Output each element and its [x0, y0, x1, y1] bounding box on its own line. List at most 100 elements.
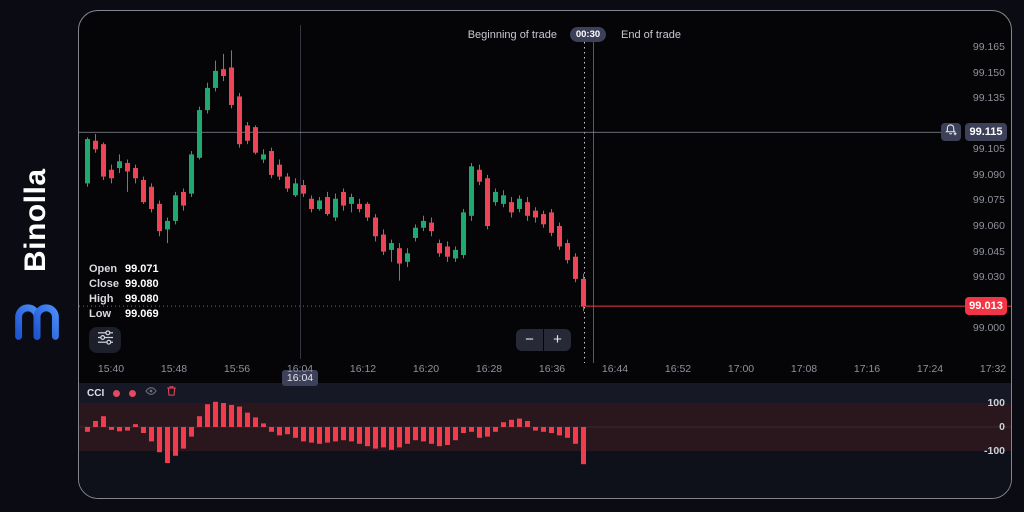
candle — [349, 197, 354, 204]
candle — [517, 198, 522, 209]
cci-bar — [541, 427, 546, 432]
indicator-lower-area — [79, 451, 1011, 498]
cci-bar — [181, 427, 186, 449]
candle — [533, 210, 538, 218]
cci-bar — [445, 427, 450, 445]
cci-bar — [93, 421, 98, 427]
indicator-visibility-button[interactable] — [145, 384, 157, 402]
candle — [541, 214, 546, 225]
cci-bar — [453, 427, 458, 441]
cci-bar — [501, 422, 506, 427]
cci-bar — [269, 427, 274, 432]
candle — [285, 176, 290, 189]
zoom-out-button[interactable]: − — [516, 329, 543, 351]
candle — [309, 198, 314, 209]
candle — [197, 110, 202, 158]
cci-bar — [573, 427, 578, 444]
high-value: 99.080 — [125, 293, 159, 305]
low-value: 99.069 — [125, 308, 159, 320]
cci-bar — [309, 427, 314, 443]
cci-bar — [461, 427, 466, 433]
cci-bar — [517, 418, 522, 427]
ohlc-high-row: High 99.080 — [89, 292, 159, 307]
ohlc-close-row: Close 99.080 — [89, 277, 159, 292]
cci-bar — [141, 427, 146, 433]
cci-bar — [293, 427, 298, 438]
binolla-logo-icon — [14, 296, 60, 345]
indicator-header: CCI — [87, 383, 177, 403]
cci-bar — [333, 427, 338, 442]
candle — [405, 253, 410, 262]
cci-bar — [133, 424, 138, 427]
beginning-of-trade-label: Beginning of trade — [467, 29, 557, 41]
indicator-header-strip — [79, 383, 1011, 403]
cci-bar — [261, 423, 266, 427]
candle — [445, 246, 450, 257]
candle — [165, 220, 170, 230]
candle — [453, 249, 458, 259]
cci-bar — [245, 412, 250, 427]
indicator-color-dot-1[interactable] — [113, 389, 121, 397]
candle — [421, 220, 426, 228]
candle — [213, 70, 218, 88]
cci-bar — [341, 427, 346, 441]
chart-panel: Beginning of trade 00:30 End of trade Op… — [78, 10, 1012, 499]
cci-bar — [557, 427, 562, 436]
candle — [317, 200, 322, 209]
cci-bar — [581, 427, 586, 465]
cci-bar — [533, 427, 538, 431]
candle — [581, 278, 586, 307]
ohlc-low-row: Low 99.069 — [89, 307, 159, 322]
cci-bar — [493, 427, 498, 432]
cci-bar — [229, 404, 234, 427]
candle — [429, 222, 434, 232]
cci-bar — [365, 427, 370, 447]
candle — [485, 178, 490, 227]
brand-name: Binolla — [19, 168, 52, 272]
open-label: Open — [89, 263, 118, 275]
candle — [413, 227, 418, 238]
chart-settings-button[interactable] — [89, 327, 121, 353]
candle — [173, 195, 178, 221]
candle — [397, 248, 402, 264]
candle — [501, 195, 506, 204]
cci-bar — [349, 427, 354, 442]
cci-bar — [485, 427, 490, 437]
cci-bar — [405, 427, 410, 444]
zoom-in-button[interactable]: + — [544, 329, 571, 351]
cci-bar — [189, 427, 194, 437]
candle — [237, 96, 242, 145]
cci-bar — [469, 427, 474, 432]
cci-bar — [277, 427, 282, 436]
candle — [333, 198, 338, 218]
candle — [557, 226, 562, 247]
candle — [437, 243, 442, 254]
high-label: High — [89, 293, 114, 305]
cci-bar — [149, 427, 154, 442]
price-chart-canvas[interactable] — [79, 11, 1012, 499]
candle — [133, 168, 138, 179]
cci-bar — [317, 427, 322, 444]
candle — [509, 202, 514, 213]
candle — [573, 256, 578, 279]
candle — [189, 154, 194, 194]
candle — [269, 151, 274, 175]
candle — [341, 191, 346, 206]
indicator-delete-button[interactable] — [166, 384, 177, 402]
cci-bar — [165, 427, 170, 463]
eye-icon — [145, 384, 157, 402]
candle — [325, 197, 330, 215]
candle — [469, 166, 474, 216]
candle — [141, 179, 146, 203]
cci-bar — [509, 419, 514, 427]
cci-bar — [85, 427, 90, 432]
cci-bar — [197, 416, 202, 427]
end-of-trade-label: End of trade — [621, 29, 681, 41]
cci-bar — [117, 427, 122, 432]
candle — [365, 203, 370, 218]
cci-bar — [397, 427, 402, 448]
cci-bar — [173, 427, 178, 456]
indicator-color-dot-2[interactable] — [129, 389, 137, 397]
price-alert-button[interactable] — [941, 123, 961, 141]
